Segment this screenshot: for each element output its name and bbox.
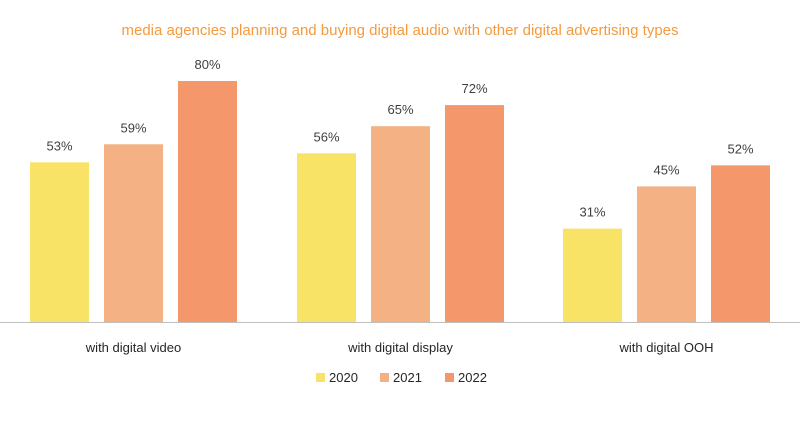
- bar-2020-2: [297, 153, 356, 322]
- bar-2022-2: [445, 105, 504, 322]
- legend-swatch-2021: [380, 373, 389, 382]
- data-label: 80%: [194, 57, 220, 72]
- category-label: with digital video: [85, 340, 181, 355]
- legend-label-2021: 2021: [393, 370, 422, 385]
- legend-swatch-2022: [445, 373, 454, 382]
- data-label: 65%: [387, 102, 413, 117]
- category-label: with digital OOH: [619, 340, 714, 355]
- data-label: 72%: [461, 81, 487, 96]
- chart-title: media agencies planning and buying digit…: [121, 22, 679, 39]
- category-label: with digital display: [347, 340, 453, 355]
- data-label: 59%: [120, 120, 146, 135]
- bar-2022-3: [711, 165, 770, 322]
- bars-group: 53% 59% 80% 56% 65% 72% 31% 45% 52%: [30, 57, 770, 322]
- data-label: 53%: [46, 138, 72, 153]
- bar-2020-1: [30, 162, 89, 322]
- bar-2022-1: [178, 81, 237, 322]
- data-label: 52%: [727, 141, 753, 156]
- data-label: 56%: [313, 129, 339, 144]
- data-label: 45%: [653, 162, 679, 177]
- bar-2021-1: [104, 144, 163, 322]
- bar-2020-3: [563, 228, 622, 322]
- legend-label-2022: 2022: [458, 370, 487, 385]
- legend-swatch-2020: [316, 373, 325, 382]
- category-labels: with digital video with digital display wi…: [85, 340, 714, 355]
- legend: 2020 2021 2022: [316, 370, 487, 385]
- bar-2021-2: [371, 126, 430, 322]
- legend-label-2020: 2020: [329, 370, 358, 385]
- data-label: 31%: [579, 205, 605, 220]
- bar-2021-3: [637, 186, 696, 322]
